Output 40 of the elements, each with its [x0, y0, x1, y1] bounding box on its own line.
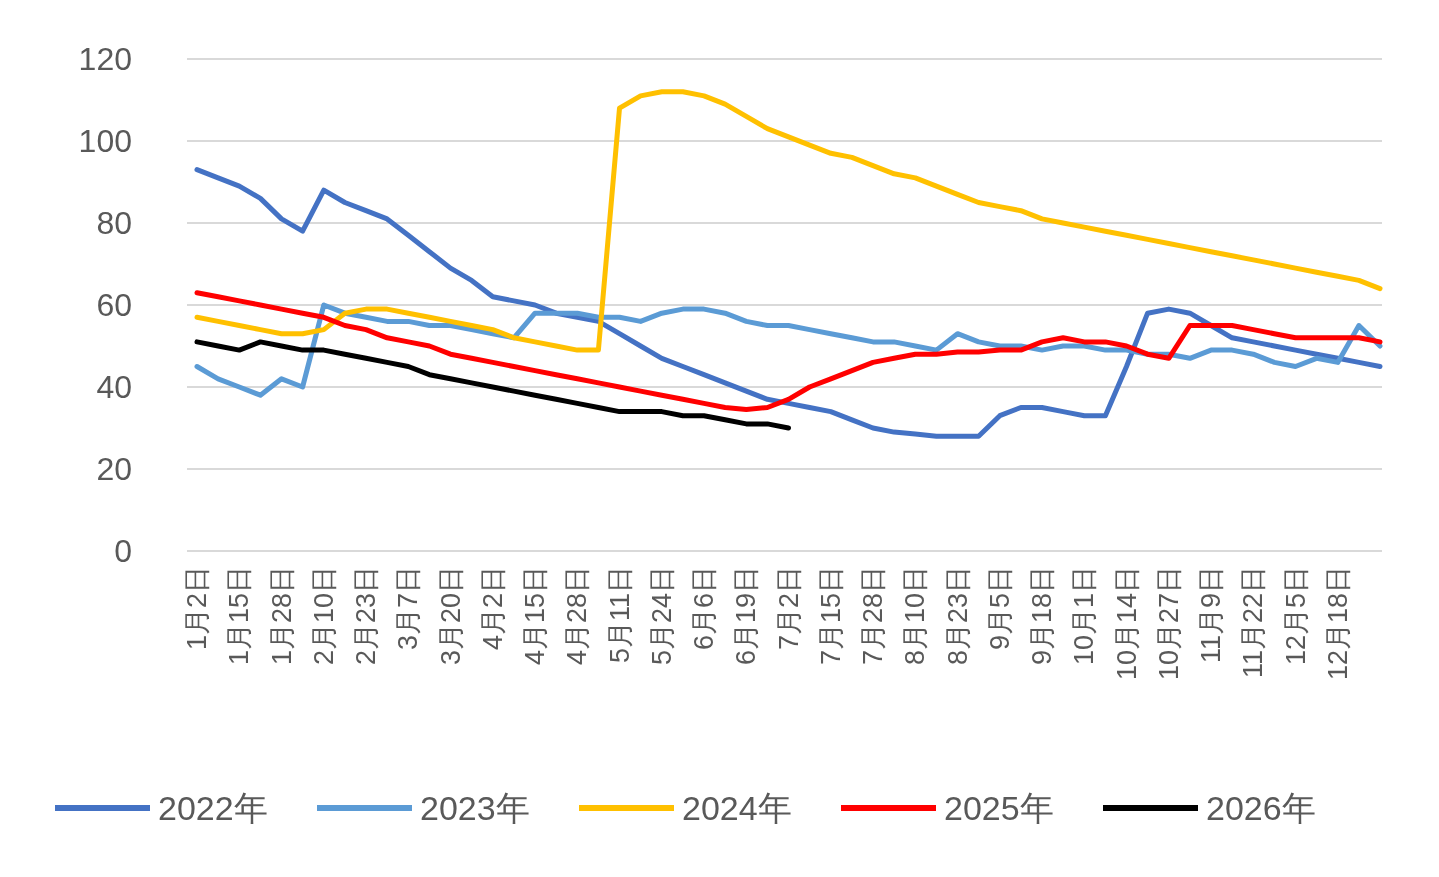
y-tick-label: 60 [96, 287, 132, 323]
x-tick-label: 1月2日 [182, 566, 212, 651]
legend-label: 2023年 [420, 789, 530, 827]
x-tick-label: 1月28日 [266, 566, 297, 666]
legend-label: 2026年 [1206, 789, 1316, 827]
x-tick-label: 3月7日 [393, 566, 424, 651]
x-tick-label: 4月2日 [477, 566, 508, 651]
x-tick-label: 12月5日 [1280, 566, 1311, 666]
y-tick-label: 40 [96, 369, 132, 405]
x-tick-label: 6月19日 [731, 566, 762, 666]
x-tick-label: 8月10日 [900, 566, 931, 666]
x-tick-label: 8月23日 [942, 566, 973, 666]
x-tick-label: 5月24日 [646, 566, 677, 666]
x-tick-label: 7月15日 [815, 566, 846, 666]
x-tick-label: 2月10日 [308, 566, 339, 666]
y-tick-label: 0 [114, 533, 132, 569]
x-tick-label: 12月18日 [1322, 566, 1353, 681]
x-tick-label: 3月20日 [435, 566, 466, 666]
x-tick-label: 7月2日 [773, 566, 804, 651]
x-tick-label: 7月28日 [858, 566, 888, 666]
x-tick-label: 4月28日 [562, 566, 593, 666]
x-tick-label: 1月15日 [224, 566, 255, 666]
y-tick-label: 120 [78, 41, 132, 77]
y-tick-label: 20 [96, 451, 132, 487]
x-tick-label: 2月23日 [351, 566, 381, 666]
y-tick-label: 100 [78, 123, 132, 159]
x-tick-label: 9月18日 [1027, 566, 1057, 666]
x-tick-label: 4月15日 [520, 566, 550, 666]
x-tick-label: 6月6日 [689, 566, 719, 651]
legend-label: 2022年 [158, 789, 268, 827]
x-tick-label: 10月1日 [1069, 566, 1100, 666]
x-tick-label: 11月22日 [1238, 566, 1269, 679]
x-tick-label: 5月11日 [604, 566, 635, 664]
x-tick-label: 10月14日 [1111, 566, 1142, 681]
x-tick-label: 9月5日 [984, 566, 1015, 651]
x-tick-label: 11月9日 [1196, 566, 1226, 664]
legend-label: 2025年 [944, 789, 1054, 827]
legend-label: 2024年 [682, 789, 792, 827]
x-tick-label: 10月27日 [1153, 566, 1184, 681]
y-tick-label: 80 [96, 205, 132, 241]
